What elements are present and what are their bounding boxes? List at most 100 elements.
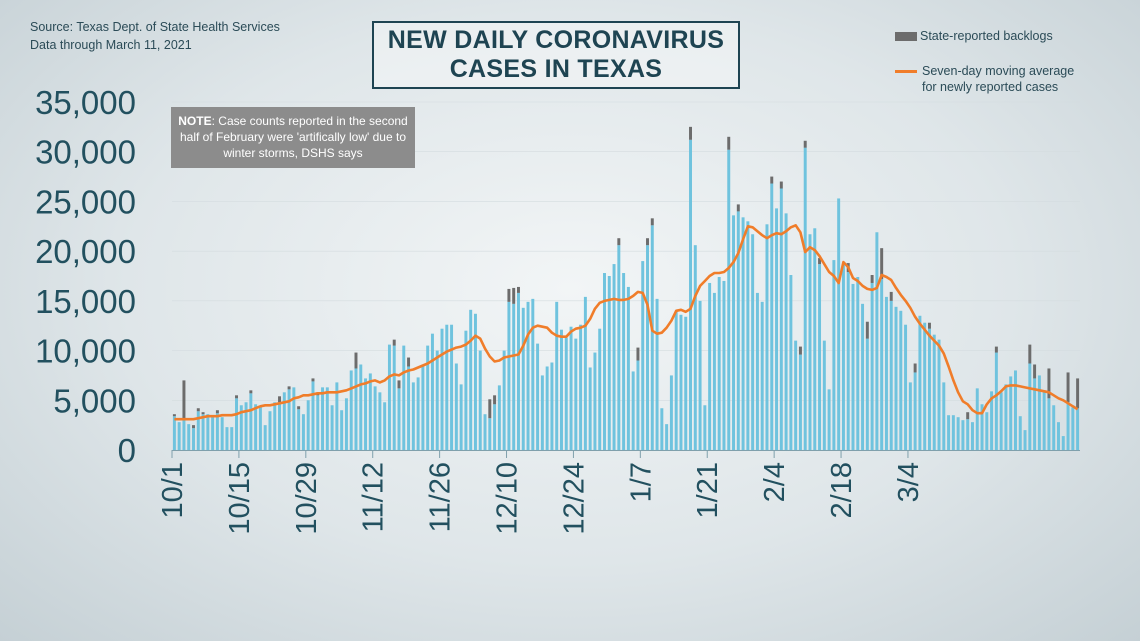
x-tick-label: 12/10 — [492, 462, 524, 535]
case-bar — [172, 416, 176, 450]
x-tick-label: 10/1 — [157, 462, 189, 518]
case-bar — [741, 217, 745, 450]
backlog-bar — [215, 410, 219, 414]
case-bar — [722, 280, 726, 450]
storm-note: NOTE: Case counts reported in the second… — [171, 107, 415, 168]
backlog-bar — [196, 408, 200, 412]
title-line-1: NEW DAILY CORONAVIRUS — [387, 26, 725, 54]
backlog-bar — [201, 412, 205, 415]
case-bar — [1018, 416, 1022, 450]
x-tick-label: 11/26 — [425, 462, 457, 532]
case-bar — [235, 398, 238, 450]
case-bar — [794, 340, 798, 450]
case-bar — [340, 410, 344, 450]
case-bar — [387, 344, 391, 450]
case-bar — [951, 415, 955, 450]
backlog-bar — [1047, 368, 1051, 399]
case-bar — [364, 378, 368, 450]
case-bar — [373, 386, 377, 450]
y-tick-label: 30,000 — [35, 134, 136, 171]
case-bar — [961, 420, 965, 450]
case-bar — [426, 345, 430, 450]
case-bar — [473, 313, 477, 450]
backlog-bar — [1066, 372, 1070, 403]
case-bar — [278, 402, 282, 450]
x-tick-label: 1/7 — [625, 462, 657, 502]
case-bar — [1076, 408, 1080, 450]
x-tick-label: 10/29 — [291, 462, 323, 535]
backlog-bar — [249, 390, 253, 394]
case-bar — [421, 364, 425, 450]
backlog-swatch — [895, 32, 917, 42]
case-bar — [760, 301, 764, 450]
case-bar — [822, 340, 826, 450]
source-note: Source: Texas Dept. of State Health Serv… — [30, 18, 280, 54]
case-bar — [392, 345, 396, 450]
backlog-bar — [407, 357, 411, 367]
case-bar — [894, 306, 898, 450]
backlog-bar — [1033, 364, 1037, 379]
case-bar — [512, 303, 516, 450]
case-bar — [488, 418, 492, 450]
case-bar — [689, 139, 692, 451]
data-date-line: Data through March 11, 2021 — [30, 38, 192, 52]
case-bar — [875, 232, 879, 450]
case-bar — [564, 337, 568, 450]
note-label: NOTE — [178, 114, 212, 128]
case-bar — [330, 405, 334, 450]
case-bar — [880, 278, 884, 450]
case-bar — [818, 264, 822, 450]
backlog-bar — [646, 238, 649, 246]
case-bar — [550, 362, 554, 450]
case-bar — [717, 276, 721, 450]
case-bar — [841, 264, 845, 450]
case-bar — [521, 307, 525, 450]
case-bar — [612, 264, 616, 450]
x-tick-label: 10/15 — [224, 462, 256, 535]
backlog-bar — [870, 275, 874, 283]
case-bar — [975, 388, 979, 450]
case-bar — [555, 301, 559, 450]
case-bar — [942, 382, 946, 450]
backlog-bar — [516, 286, 520, 293]
case-bar — [598, 328, 602, 450]
case-bar — [1057, 422, 1060, 450]
case-bar — [411, 382, 415, 450]
case-bar — [454, 363, 458, 450]
backlog-bar — [927, 322, 931, 329]
case-bar — [607, 276, 611, 450]
case-bar — [727, 149, 731, 450]
case-bar — [636, 360, 640, 450]
case-bar — [846, 272, 850, 450]
case-bar — [985, 412, 989, 450]
backlog-bar — [803, 140, 807, 148]
case-bar — [402, 345, 406, 450]
case-bar — [970, 422, 974, 450]
case-bar — [263, 425, 267, 450]
case-bar — [990, 391, 994, 450]
backlog-bar — [650, 218, 654, 226]
case-bar — [349, 370, 353, 450]
case-bar — [1061, 436, 1065, 450]
backlog-bar — [192, 425, 195, 429]
case-bar — [813, 228, 817, 450]
case-bar — [655, 298, 659, 450]
legend-ma-label-2: for newly reported cases — [922, 80, 1059, 94]
backlog-bar — [311, 378, 315, 382]
case-bar — [693, 245, 697, 450]
y-tick-label: 5,000 — [53, 382, 136, 419]
case-bar — [1023, 430, 1027, 450]
case-bar — [1042, 390, 1046, 450]
backlog-bar — [617, 238, 621, 246]
case-bar — [574, 338, 578, 450]
case-bar — [1047, 398, 1051, 450]
case-bar — [703, 405, 707, 450]
backlog-bar — [1028, 344, 1032, 364]
case-bar — [359, 364, 363, 450]
case-bar — [665, 424, 669, 450]
x-axis: 10/1 10/15 10/29 11/12 11/26 12/10 12/24 1/7 1/2… — [157, 450, 1080, 535]
case-bar — [516, 292, 520, 450]
case-bar — [650, 225, 654, 450]
case-bar — [856, 276, 860, 450]
